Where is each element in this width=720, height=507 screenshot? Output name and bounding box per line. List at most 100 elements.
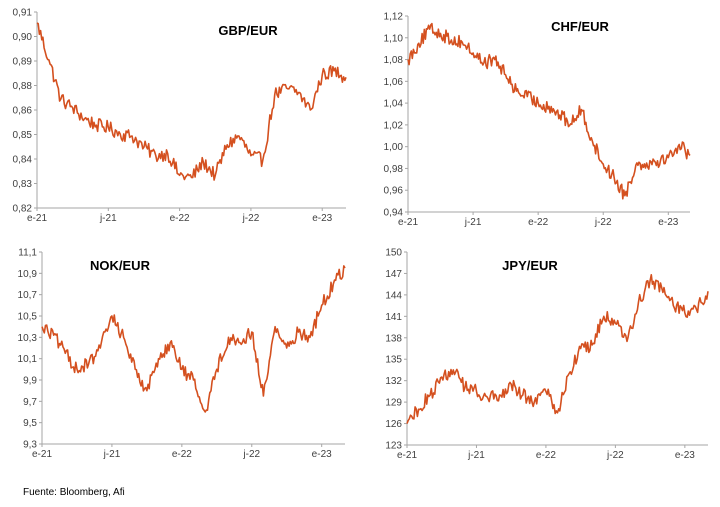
jpy-eur-y-tick-label: 126 <box>385 419 402 430</box>
jpy-eur-y-tick-label: 132 <box>385 376 402 387</box>
gbp-eur-y-tick-label: 0,91 <box>13 8 33 19</box>
nok-eur-data-point <box>274 326 276 328</box>
jpy-eur-data-point <box>626 341 628 343</box>
chf-eur-y-tick-label: 1,10 <box>384 33 404 44</box>
jpy-eur-data-point <box>696 308 698 310</box>
chf-eur-series-line <box>407 22 691 200</box>
chf-eur-data-point <box>613 176 615 178</box>
jpy-eur-data-point <box>499 394 501 396</box>
nok-eur-y-tick-label: 11,1 <box>18 248 37 259</box>
chf-eur-y-tick-label: 1,02 <box>384 120 404 131</box>
jpy-eur-data-point <box>429 394 431 396</box>
nok-eur-data-point <box>263 395 265 397</box>
jpy-eur-data-point <box>580 348 582 350</box>
chf-eur-data-point <box>407 59 409 61</box>
nok-eur-y-tick-label: 9,5 <box>23 418 37 429</box>
chf-eur-data-point <box>570 123 572 125</box>
gbp-eur-y-tick-label: 0,90 <box>13 32 33 43</box>
nok-eur-data-point <box>228 337 230 339</box>
nok-eur-data-point <box>309 337 311 339</box>
nok-eur-data-point <box>169 342 171 344</box>
jpy-eur-data-point <box>406 423 408 425</box>
chart-panel-chf-eur: 0,94 0,96 0,98 1,00 1,02 1,04 1,06 1,08 1,10 1,12… <box>384 12 691 228</box>
chf-eur-data-point <box>635 164 637 166</box>
gbp-eur-x-tick-label: j-22 <box>242 213 260 224</box>
nok-eur-data-point <box>298 331 300 333</box>
jpy-eur-data-point <box>487 398 489 400</box>
gbp-eur-x-tick-label: j-21 <box>99 213 117 224</box>
jpy-eur-data-point <box>684 312 686 314</box>
jpy-eur-data-point <box>476 391 478 393</box>
source-note: Fuente: Bloomberg, Afi <box>23 487 125 498</box>
gbp-eur-data-point <box>345 77 347 79</box>
nok-eur-y-tick-label: 10,5 <box>18 312 38 323</box>
gbp-eur-data-point <box>333 70 335 72</box>
gbp-eur-y-tick-label: 0,88 <box>13 81 33 92</box>
nok-eur-data-point <box>53 334 55 336</box>
gbp-eur-data-point <box>203 162 205 164</box>
jpy-eur-y-tick-label: 138 <box>385 333 402 344</box>
chf-eur-data-point <box>472 52 474 54</box>
gbp-eur-data-point <box>238 135 240 137</box>
nok-eur-y-tick-label: 10,9 <box>18 269 38 280</box>
nok-eur-y-tick-label: 9,7 <box>23 397 37 408</box>
chf-eur-y-tick-label: 1,08 <box>384 55 404 66</box>
chf-eur-y-tick-label: 1,06 <box>384 77 404 88</box>
nok-eur-data-point <box>146 390 148 392</box>
jpy-eur-data-point <box>673 305 675 307</box>
nok-eur-x-tick-label: j-21 <box>103 449 121 460</box>
jpy-eur-x-tick-label: e-22 <box>536 450 556 461</box>
nok-eur-y-tick-label: 10,3 <box>18 333 38 344</box>
chf-eur-data-point <box>657 160 659 162</box>
chf-eur-data-point <box>418 42 420 44</box>
jpy-eur-data-point <box>591 344 593 346</box>
jpy-eur-x-tick-label: e-23 <box>675 450 695 461</box>
nok-eur-x-tick-label: j-22 <box>242 449 260 460</box>
chf-eur-data-point <box>581 109 583 111</box>
gbp-eur-data-point <box>310 109 312 111</box>
jpy-eur-data-point <box>545 391 547 393</box>
gbp-eur-title: GBP/EUR <box>218 23 278 38</box>
gbp-eur-data-point <box>262 159 264 161</box>
jpy-eur-data-point <box>603 316 605 318</box>
jpy-eur-data-point <box>453 369 455 371</box>
chart-panel-jpy-eur: 123 126 129 132 135 138 141 144 147 150 e-21 j-21 e-… <box>385 248 709 461</box>
jpy-eur-series-line <box>406 273 709 424</box>
gbp-eur-data-point <box>298 92 300 94</box>
jpy-eur-data-point <box>568 373 570 375</box>
chart-panel-nok-eur: 9,3 9,5 9,7 9,9 10,1 10,3 10,5 10,7 10,9 11,1 e-21… <box>18 248 346 460</box>
chf-eur-data-point <box>494 59 496 61</box>
jpy-eur-data-point <box>464 387 466 389</box>
nok-eur-data-point <box>333 283 335 285</box>
jpy-eur-y-tick-label: 135 <box>385 355 402 366</box>
chf-eur-data-point <box>602 163 604 165</box>
chf-eur-x-tick-label: e-23 <box>658 217 678 228</box>
nok-eur-data-point <box>41 326 43 328</box>
chf-eur-data-point <box>689 155 691 157</box>
jpy-eur-x-tick-label: j-21 <box>467 450 485 461</box>
chf-eur-data-point <box>483 62 485 64</box>
nok-eur-x-tick-label: e-22 <box>172 449 192 460</box>
chf-eur-title: CHF/EUR <box>551 19 609 34</box>
gbp-eur-y-tick-label: 0,83 <box>13 179 33 190</box>
gbp-eur-x-tick-label: e-22 <box>170 213 190 224</box>
chf-eur-y-tick-label: 1,12 <box>384 12 404 23</box>
chf-eur-data-point <box>646 162 648 164</box>
gbp-eur-y-tick-label: 0,85 <box>13 130 33 141</box>
chf-eur-y-tick-label: 1,04 <box>384 99 404 110</box>
gbp-eur-y-tick-label: 0,82 <box>13 204 33 215</box>
jpy-eur-data-point <box>522 394 524 396</box>
gbp-eur-x-tick-label: e-21 <box>27 213 47 224</box>
chf-eur-data-point <box>678 144 680 146</box>
jpy-eur-data-point <box>615 323 617 325</box>
gbp-eur-data-point <box>226 144 228 146</box>
gbp-eur-data-point <box>321 74 323 76</box>
nok-eur-data-point <box>251 331 253 333</box>
gbp-eur-data-point <box>215 175 217 177</box>
gbp-eur-data-point <box>48 59 50 61</box>
chf-eur-x-tick-label: j-21 <box>464 217 482 228</box>
nok-eur-data-point <box>321 305 323 307</box>
gbp-eur-data-point <box>274 94 276 96</box>
jpy-eur-y-tick-label: 150 <box>385 248 402 259</box>
